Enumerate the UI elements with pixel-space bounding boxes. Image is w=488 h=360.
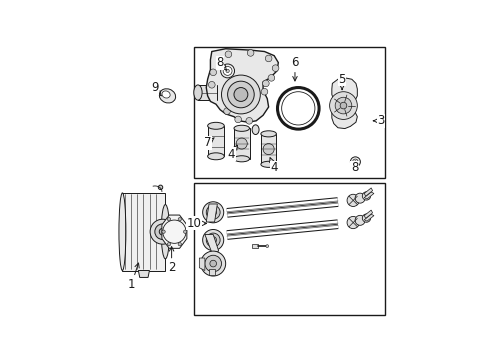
Bar bbox=[198, 85, 217, 100]
Ellipse shape bbox=[159, 89, 175, 103]
Circle shape bbox=[272, 65, 278, 72]
Polygon shape bbox=[138, 270, 149, 278]
Polygon shape bbox=[204, 234, 218, 252]
Circle shape bbox=[354, 161, 356, 163]
Circle shape bbox=[223, 67, 232, 75]
Polygon shape bbox=[331, 78, 357, 129]
Ellipse shape bbox=[260, 161, 276, 167]
Polygon shape bbox=[199, 258, 204, 270]
Ellipse shape bbox=[162, 91, 170, 98]
Bar bbox=[207, 126, 224, 156]
Bar bbox=[122, 193, 165, 270]
Circle shape bbox=[354, 215, 365, 225]
Circle shape bbox=[265, 55, 271, 62]
Circle shape bbox=[209, 237, 216, 243]
Circle shape bbox=[162, 230, 165, 233]
Ellipse shape bbox=[260, 131, 276, 137]
Circle shape bbox=[233, 87, 247, 102]
Circle shape bbox=[167, 217, 170, 221]
Polygon shape bbox=[364, 210, 372, 219]
Text: 3: 3 bbox=[373, 114, 384, 127]
Text: 2: 2 bbox=[167, 247, 175, 274]
Circle shape bbox=[202, 202, 224, 223]
Circle shape bbox=[209, 69, 216, 76]
Circle shape bbox=[350, 157, 360, 167]
Bar bbox=[193, 183, 384, 315]
Circle shape bbox=[354, 193, 365, 203]
Ellipse shape bbox=[207, 153, 224, 160]
Circle shape bbox=[225, 69, 229, 73]
Circle shape bbox=[362, 214, 370, 222]
Circle shape bbox=[236, 138, 247, 149]
Circle shape bbox=[206, 233, 220, 247]
Circle shape bbox=[346, 216, 359, 229]
Circle shape bbox=[220, 64, 234, 78]
Circle shape bbox=[262, 80, 268, 87]
Circle shape bbox=[267, 75, 274, 81]
Circle shape bbox=[155, 224, 170, 239]
Circle shape bbox=[265, 245, 268, 247]
Circle shape bbox=[208, 81, 215, 88]
Polygon shape bbox=[208, 269, 214, 275]
Circle shape bbox=[245, 117, 252, 124]
Ellipse shape bbox=[207, 122, 224, 129]
Circle shape bbox=[150, 219, 175, 244]
Ellipse shape bbox=[233, 156, 249, 162]
Circle shape bbox=[334, 97, 351, 114]
Polygon shape bbox=[364, 188, 372, 196]
Circle shape bbox=[346, 194, 359, 207]
Circle shape bbox=[329, 92, 357, 120]
Text: 7: 7 bbox=[203, 136, 214, 149]
Circle shape bbox=[224, 51, 231, 58]
Circle shape bbox=[227, 81, 254, 108]
Circle shape bbox=[159, 228, 165, 235]
Circle shape bbox=[178, 243, 181, 246]
Text: 6: 6 bbox=[291, 56, 298, 81]
Circle shape bbox=[261, 89, 267, 95]
Circle shape bbox=[200, 251, 225, 276]
Text: 10: 10 bbox=[186, 217, 206, 230]
Text: 8: 8 bbox=[350, 161, 358, 175]
Bar bbox=[193, 48, 384, 177]
Text: 5: 5 bbox=[338, 73, 345, 89]
Polygon shape bbox=[206, 49, 278, 122]
Circle shape bbox=[202, 229, 224, 251]
Polygon shape bbox=[364, 214, 373, 221]
Circle shape bbox=[340, 102, 346, 109]
Text: 8: 8 bbox=[216, 56, 226, 70]
Ellipse shape bbox=[161, 204, 169, 259]
Bar bbox=[260, 134, 276, 164]
Circle shape bbox=[158, 185, 163, 190]
Circle shape bbox=[167, 243, 170, 246]
Circle shape bbox=[247, 50, 253, 56]
Circle shape bbox=[204, 255, 221, 272]
Circle shape bbox=[221, 75, 260, 114]
Ellipse shape bbox=[233, 125, 249, 131]
Ellipse shape bbox=[193, 85, 202, 100]
Polygon shape bbox=[162, 215, 186, 248]
Circle shape bbox=[234, 116, 241, 123]
Text: 4: 4 bbox=[227, 145, 237, 161]
Text: 1: 1 bbox=[127, 263, 139, 291]
Circle shape bbox=[224, 108, 230, 114]
Circle shape bbox=[206, 205, 220, 219]
Polygon shape bbox=[364, 192, 373, 199]
Circle shape bbox=[352, 159, 357, 165]
Circle shape bbox=[178, 217, 181, 221]
Bar bbox=[233, 128, 249, 159]
Circle shape bbox=[209, 260, 216, 267]
Polygon shape bbox=[251, 244, 257, 248]
Circle shape bbox=[209, 209, 216, 216]
Text: 4: 4 bbox=[269, 158, 277, 175]
Circle shape bbox=[362, 192, 370, 200]
Polygon shape bbox=[206, 204, 217, 222]
Ellipse shape bbox=[252, 125, 259, 135]
Ellipse shape bbox=[119, 193, 125, 270]
Circle shape bbox=[183, 230, 186, 233]
Text: 9: 9 bbox=[151, 81, 161, 96]
Circle shape bbox=[263, 144, 274, 155]
